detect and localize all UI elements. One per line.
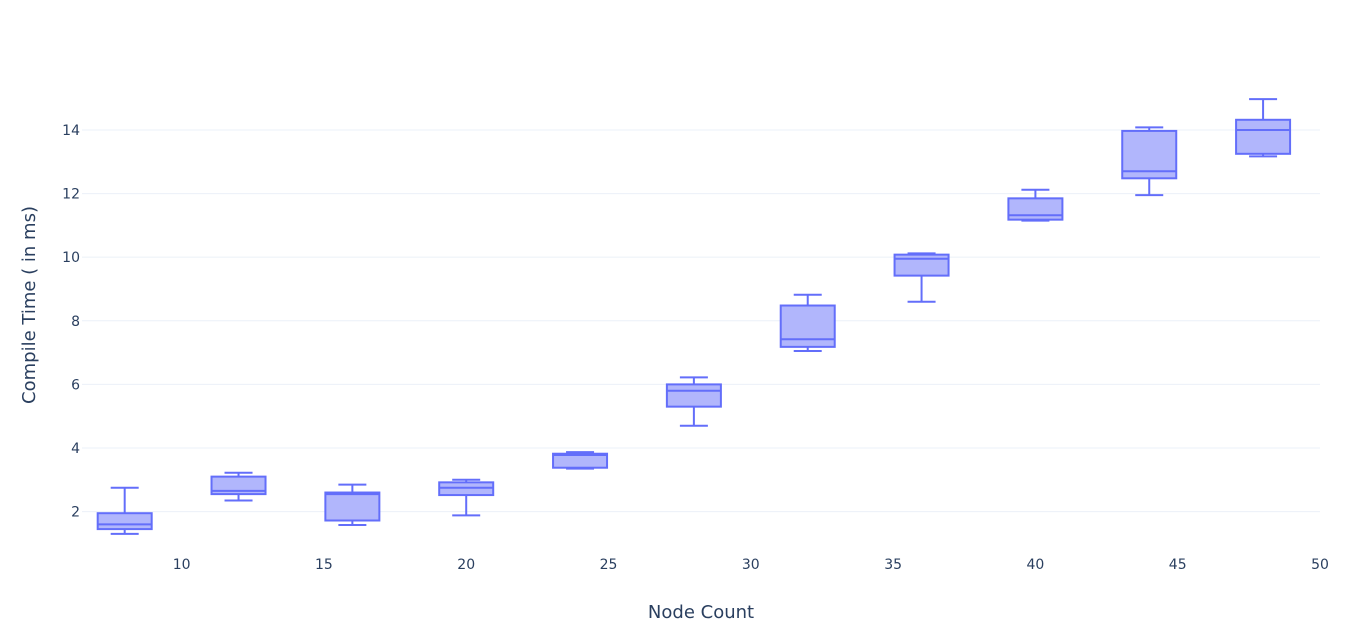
- y-tick-label: 12: [62, 187, 80, 203]
- x-tick-label: 25: [600, 557, 618, 573]
- box-iqr: [552, 452, 609, 469]
- y-tick-label: 10: [62, 250, 80, 266]
- box-iqr: [1007, 197, 1064, 221]
- x-tick-label: 45: [1169, 557, 1187, 573]
- box-item: [665, 376, 722, 427]
- x-tick-label: 10: [173, 557, 191, 573]
- x-tick-label: 30: [742, 557, 760, 573]
- y-tick-label: 2: [71, 505, 80, 521]
- y-axis-ticks: 2 4 6 8 10 12 14: [62, 123, 80, 521]
- box-item: [779, 293, 836, 352]
- box-iqr: [96, 512, 153, 531]
- x-axis-ticks: 10 15 20 25 30 35 40 45 50: [173, 557, 1329, 573]
- box-iqr: [324, 491, 381, 522]
- box-item: [893, 252, 950, 303]
- box-iqr: [210, 475, 267, 496]
- box-iqr: [779, 304, 836, 348]
- y-tick-label: 6: [71, 377, 80, 393]
- y-axis-title: Compile Time ( in ms): [19, 206, 40, 404]
- box-iqr: [1235, 118, 1292, 155]
- y-tick-label: 4: [71, 441, 80, 457]
- box-item: [438, 478, 495, 517]
- x-tick-label: 35: [884, 557, 902, 573]
- y-tick-label: 8: [71, 314, 80, 330]
- gridlines: [82, 129, 1320, 513]
- x-tick-label: 15: [315, 557, 333, 573]
- box-series: [96, 98, 1292, 535]
- box-item: [324, 483, 381, 526]
- x-axis-title: Node Count: [648, 602, 754, 623]
- box-item: [552, 451, 609, 470]
- box-item: [1007, 188, 1064, 222]
- box-item: [1235, 98, 1292, 158]
- x-tick-label: 50: [1311, 557, 1329, 573]
- y-tick-label: 14: [62, 123, 80, 139]
- x-tick-label: 40: [1026, 557, 1044, 573]
- box-iqr: [665, 383, 722, 408]
- box-item: [96, 486, 153, 535]
- x-tick-label: 20: [457, 557, 475, 573]
- box-iqr: [893, 253, 950, 277]
- box-item: [210, 471, 267, 502]
- box-item: [1121, 126, 1178, 197]
